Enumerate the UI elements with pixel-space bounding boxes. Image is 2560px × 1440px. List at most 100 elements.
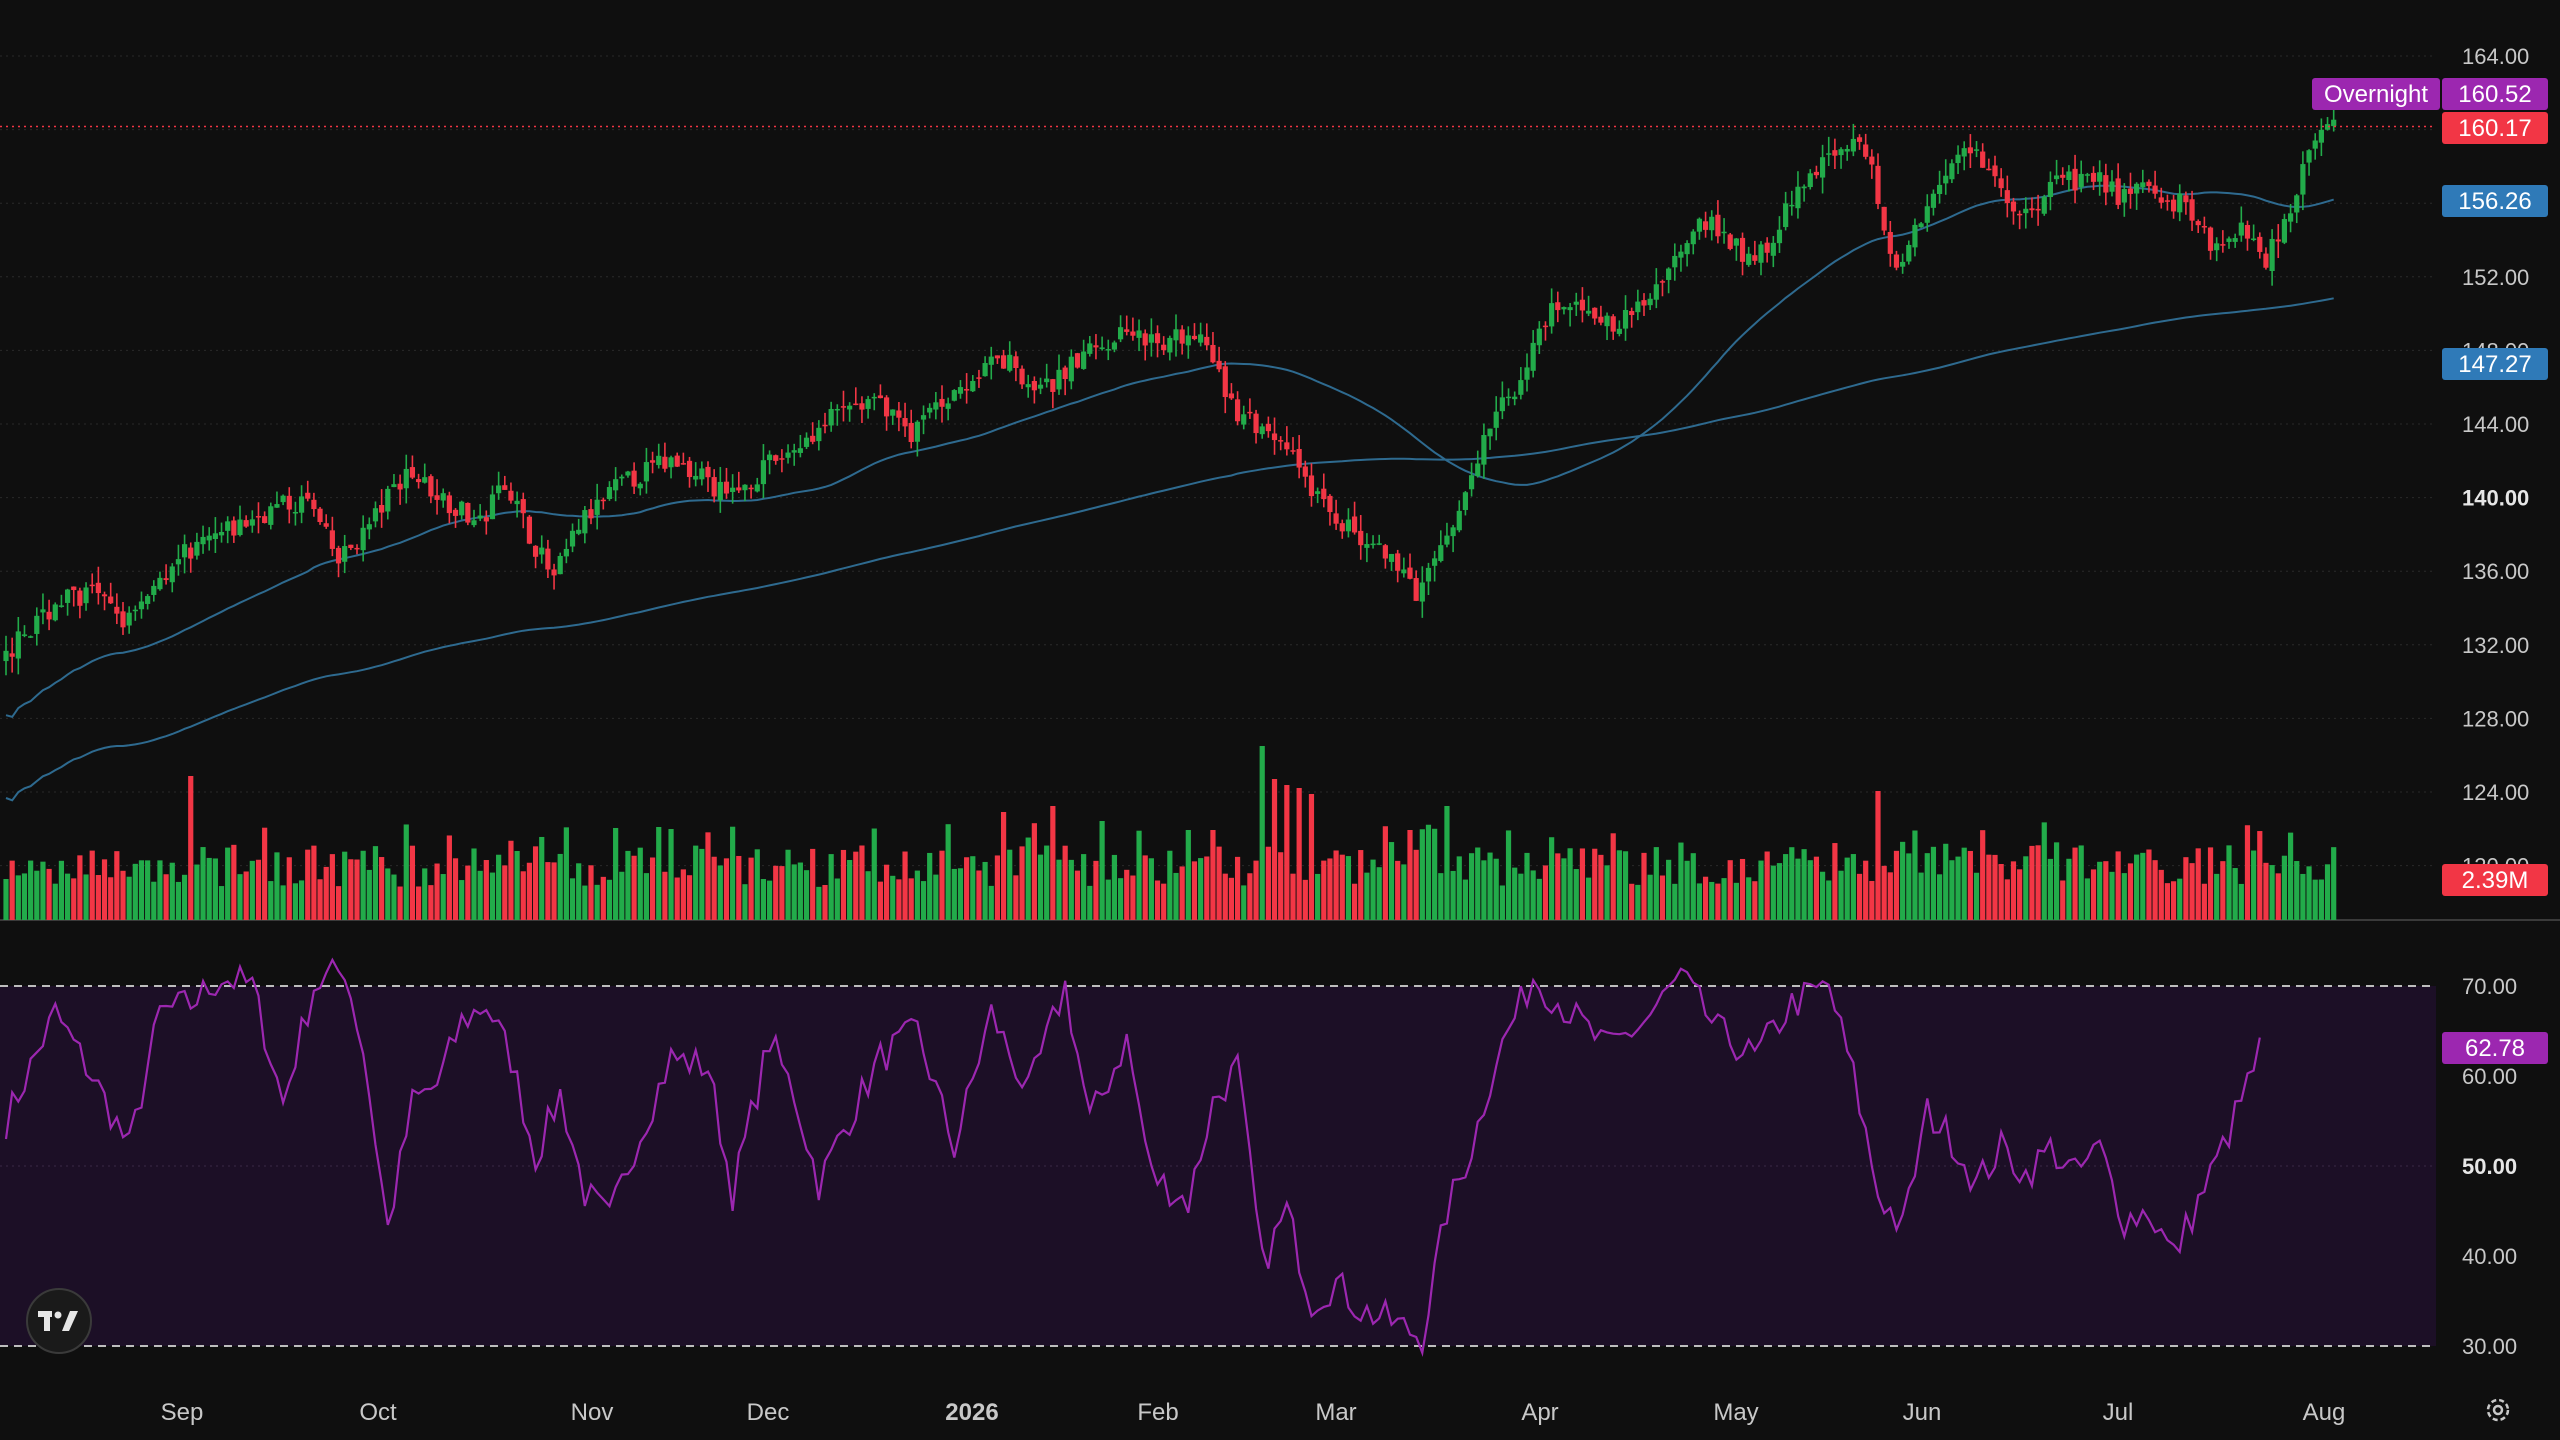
candle-body — [1105, 349, 1111, 351]
time-tick-label: Dec — [747, 1399, 790, 1426]
volume-bar — [409, 845, 416, 920]
candle-body — [1653, 284, 1659, 300]
volume-bar — [2318, 879, 2324, 920]
volume-bar — [1154, 880, 1161, 920]
candle-body — [920, 415, 927, 420]
volume-badge-bg — [2442, 864, 2548, 896]
volume-bar — [1388, 842, 1395, 920]
candle-body — [1154, 333, 1161, 344]
volume-bar — [1838, 870, 1844, 920]
candle-body — [656, 455, 662, 466]
candle-body — [594, 499, 600, 515]
volume-bar — [1579, 848, 1586, 920]
candle-body — [1579, 299, 1586, 311]
candle-body — [415, 479, 422, 483]
volume-bar — [181, 874, 188, 920]
volume-bar — [1869, 880, 1875, 920]
ma-slow-badge-bg — [2442, 348, 2548, 380]
candle-body — [428, 476, 434, 497]
candle-body — [1056, 369, 1062, 390]
candle-body — [1099, 347, 1105, 350]
candle-body — [268, 506, 274, 525]
volume-bar — [1629, 883, 1635, 920]
candle-body — [1783, 203, 1789, 228]
volume-bar — [329, 854, 335, 920]
rsi-tick-label: 40.00 — [2462, 1244, 2517, 1269]
volume-bar — [28, 860, 34, 920]
tradingview-logo-icon[interactable] — [26, 1288, 92, 1354]
candle-body — [1462, 492, 1469, 510]
volume-bar — [1850, 854, 1856, 920]
price-axis[interactable]: 164.00160.00156.00152.00148.00144.00140.… — [2462, 44, 2529, 1359]
volume-bar — [502, 865, 508, 920]
candle-body — [1549, 303, 1555, 327]
candle-body — [1185, 335, 1191, 346]
gear-icon[interactable] — [2480, 1392, 2516, 1428]
volume-bar — [2146, 849, 2152, 920]
volume-bar — [1832, 843, 1838, 920]
candle-body — [785, 452, 791, 458]
time-axis[interactable]: Sep Oct Nov Dec 2026 Feb Mar Apr May Jun Jul Aug — [161, 1399, 2346, 1426]
volume-bar — [1050, 806, 1056, 920]
candle-body — [637, 483, 643, 489]
candle-body — [2010, 201, 2017, 212]
candle-body — [471, 520, 477, 526]
time-tick-label: Aug — [2303, 1399, 2346, 1426]
candle-body — [563, 548, 569, 557]
volume-bar — [1382, 826, 1388, 920]
candle-body — [151, 585, 157, 595]
volume-bar — [15, 875, 21, 920]
volume-bar — [2084, 878, 2090, 920]
volume-bar — [2164, 883, 2171, 920]
volume-bar — [662, 871, 668, 920]
candle-body — [1776, 229, 1783, 244]
volume-bar — [1000, 812, 1007, 920]
moving-averages — [5, 184, 2334, 802]
volume-bar — [1610, 833, 1616, 920]
volume-bar — [1198, 858, 1204, 920]
candle-body — [1727, 234, 1733, 249]
candle-body — [1259, 426, 1265, 435]
volume-bar — [1653, 847, 1659, 920]
candle-body — [526, 516, 533, 544]
volume-bar — [2060, 880, 2066, 920]
candle-body — [2214, 243, 2220, 251]
candle-body — [1167, 337, 1173, 353]
candle-body — [1936, 184, 1943, 194]
candle-body — [1074, 353, 1081, 368]
volume-bar — [452, 858, 459, 920]
volume-bar — [705, 832, 711, 920]
volume-bar — [1161, 883, 1167, 920]
candle-body — [1770, 242, 1776, 256]
volume-bar — [594, 884, 600, 920]
volume-bar — [77, 855, 83, 920]
candle-body — [1278, 440, 1284, 442]
volume-bar — [1536, 878, 1542, 920]
candle-body — [1093, 345, 1099, 348]
volume-bar — [2331, 847, 2337, 920]
candle-body — [1327, 495, 1333, 513]
candle-body — [994, 355, 1001, 359]
candle-body — [1124, 329, 1130, 332]
overnight-label-badge: Overnight — [2312, 78, 2440, 110]
candle-body — [2300, 164, 2306, 195]
candle-body — [2158, 197, 2164, 203]
candle-body — [403, 468, 409, 489]
candle-body — [1438, 545, 1444, 561]
ma-fast-badge-bg — [2442, 185, 2548, 217]
candle-body — [1875, 165, 1881, 205]
candle-body — [194, 541, 200, 556]
candle-body — [2177, 193, 2183, 213]
volume-bar — [2170, 881, 2177, 920]
candle-body — [2251, 238, 2257, 241]
volume-bar — [2134, 854, 2140, 920]
volume-bar — [773, 865, 779, 920]
candle-body — [1050, 379, 1056, 392]
candle-body — [883, 397, 890, 417]
volume-bar — [816, 886, 822, 920]
volume-bar — [403, 824, 409, 920]
volume-bar — [699, 848, 705, 920]
volume-bar — [576, 863, 582, 920]
